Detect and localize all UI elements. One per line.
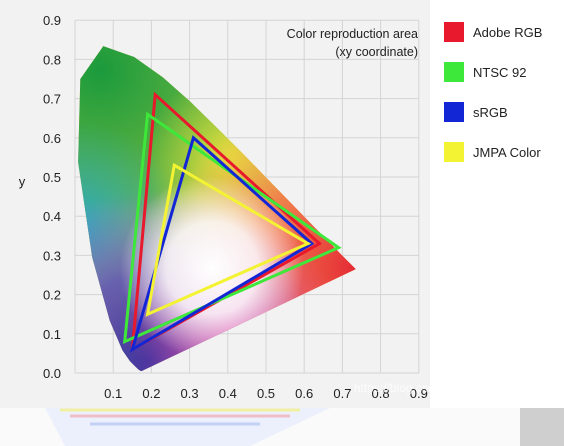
legend-label: NTSC 92 [473,65,526,80]
watermark: https://blog.csdn.net/sy20173081277 [354,381,550,395]
x-tick-label: 0.3 [181,386,199,401]
y-tick-label: 0.8 [43,52,61,67]
y-tick-label: 0.5 [43,170,61,185]
legend-swatch [444,62,464,82]
legend-label: Adobe RGB [473,25,542,40]
y-tick-label: 0.7 [43,92,61,107]
legend-swatch [444,102,464,122]
x-tick-label: 0.2 [142,386,160,401]
y-tick-label: 0.0 [43,366,61,381]
y-tick-label: 0.9 [43,13,61,28]
x-tick-label: 0.1 [104,386,122,401]
axis-ticks: 0.0 0.1 0.2 0.3 0.4 0.5 0.6 0.7 0.8 0.9 0.1 0.2 0.3 0… [43,13,428,401]
y-tick-label: 0.2 [43,288,61,303]
chart-title: Color reproduction area [287,27,418,41]
legend-label: sRGB [473,105,508,120]
y-tick-label: 0.1 [43,327,61,342]
y-tick-label: 0.4 [43,209,61,224]
x-tick-label: 0.4 [219,386,237,401]
x-tick-label: 0.8 [372,386,390,401]
legend: Adobe RGB NTSC 92 sRGB JMPA Color [444,22,542,162]
legend-swatch [444,142,464,162]
x-tick-label: 0.5 [257,386,275,401]
x-tick-label: 0.7 [333,386,351,401]
gamut-srgb [129,135,315,353]
y-tick-label: 0.6 [43,131,61,146]
y-axis-label: y [19,174,26,189]
x-tick-label: 0.6 [295,386,313,401]
gamut-triangles [122,91,342,353]
bottom-strip [0,408,564,446]
legend-label: JMPA Color [473,145,541,160]
legend-background [430,0,564,408]
gamut-jmpa-color [145,162,312,317]
y-tick-label: 0.3 [43,248,61,263]
chart-subtitle: (xy coordinate) [335,45,418,59]
x-tick-label: 0.9 [410,386,428,401]
legend-swatch [444,22,464,42]
